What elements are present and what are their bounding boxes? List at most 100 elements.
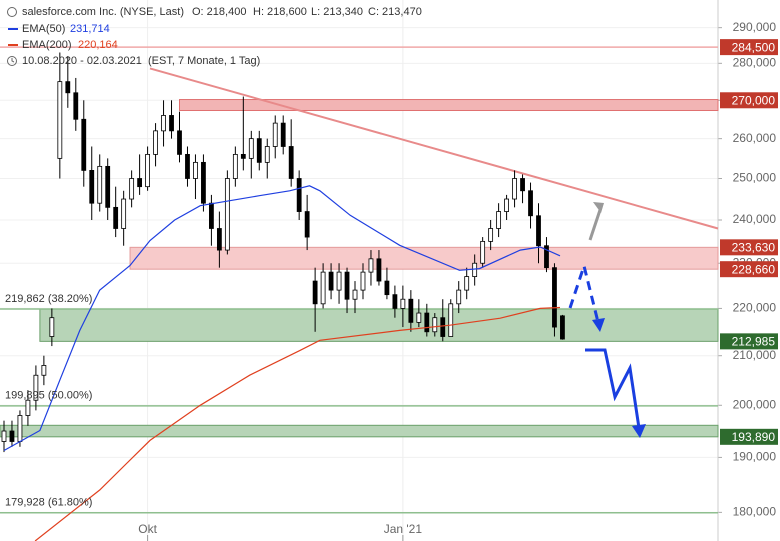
candle-body <box>209 202 214 229</box>
candle-body <box>193 161 198 179</box>
candle-body <box>512 178 517 200</box>
candle-body <box>480 240 486 264</box>
price-tag <box>720 39 778 56</box>
candle-body <box>456 289 462 305</box>
level-label: 179,928 (61.80%) <box>5 497 92 509</box>
candle-body <box>153 130 158 155</box>
candle-body <box>520 178 525 192</box>
price-tag <box>720 428 778 445</box>
candle-body <box>296 178 302 212</box>
y-tick-label: 220,000 <box>733 301 777 315</box>
candle-body <box>81 118 87 171</box>
price-tag-label: 284,500 <box>732 40 776 54</box>
ema-line <box>34 306 561 541</box>
price-tag <box>720 239 778 256</box>
candle-body <box>264 146 270 163</box>
candle-body <box>280 122 286 147</box>
candle-body <box>129 178 135 200</box>
ohlc-label: L: 213,340 <box>311 6 363 18</box>
candle-body <box>224 178 230 251</box>
candle-body <box>368 258 374 273</box>
candle-body <box>432 317 438 333</box>
overlay-layer: 219,862 (38.20%) 199,895 (50.00%) 179,928 … <box>5 39 778 509</box>
y-tick-label: 240,000 <box>733 212 777 226</box>
data-layer <box>1 52 719 541</box>
candle-body <box>344 271 350 300</box>
candle-body <box>232 153 238 179</box>
candle-body <box>97 165 103 204</box>
ohlc-label: O: 218,400 <box>192 6 246 18</box>
candle-body <box>137 178 143 188</box>
candle-body <box>105 165 111 208</box>
candle-body <box>392 294 398 309</box>
legend-value: 220,164 <box>78 39 118 51</box>
period-note: (EST, 7 Monate, 1 Tag) <box>148 55 260 67</box>
candle-body <box>216 228 222 251</box>
price-tag-label: 212,985 <box>732 335 776 349</box>
zone <box>129 246 719 270</box>
candle-body <box>448 303 454 337</box>
candle-body <box>464 276 470 291</box>
candle-body <box>248 138 254 159</box>
clock-hand <box>11 58 15 63</box>
candle-body <box>376 258 382 282</box>
candle-body <box>336 271 342 291</box>
candle-body <box>424 312 430 333</box>
candle-body <box>25 399 31 416</box>
candle-body <box>360 271 366 291</box>
ohlc-label: H: 218,600 <box>253 6 307 18</box>
candle-body <box>121 198 127 229</box>
clock-icon <box>7 56 17 66</box>
candle-body <box>472 262 478 277</box>
candle-body <box>9 430 15 442</box>
price-tag-label: 193,890 <box>732 430 776 444</box>
candle-body <box>552 267 557 328</box>
candle-body <box>272 122 278 147</box>
candle-body <box>416 312 422 323</box>
candle-body <box>240 153 246 159</box>
arrow-head <box>632 424 646 438</box>
candle-body <box>528 190 533 217</box>
candle-body <box>113 206 119 229</box>
arrow-head <box>592 318 605 332</box>
zone <box>39 308 719 342</box>
candle-body <box>560 315 565 340</box>
candle-body <box>49 317 55 337</box>
candle-body <box>177 130 182 155</box>
ema-line <box>3 185 561 452</box>
zone <box>0 424 719 438</box>
candle-body <box>408 298 414 323</box>
candle-body <box>304 211 310 238</box>
candle-body <box>17 415 23 442</box>
level-label: 199,895 (50.00%) <box>5 390 92 402</box>
candle-body <box>536 215 541 247</box>
candle-body <box>328 271 334 291</box>
candle-body <box>89 170 95 204</box>
y-tick-label: 190,000 <box>733 450 777 464</box>
x-tick-label: Okt <box>138 522 157 536</box>
trend-line <box>149 67 719 230</box>
y-tick-label: 180,000 <box>733 505 777 519</box>
legend-label: EMA(50) <box>22 23 65 35</box>
candle-body <box>185 153 190 179</box>
candle-body <box>488 228 494 242</box>
price-tag <box>720 92 778 109</box>
candle-body <box>201 161 206 204</box>
legend-label: EMA(200) <box>22 39 72 51</box>
candle-body <box>496 211 502 229</box>
candle-body <box>57 81 63 159</box>
price-tag-label: 233,630 <box>732 241 776 255</box>
legend-icon <box>7 7 17 17</box>
arrow-solid <box>585 348 641 429</box>
y-tick-label: 280,000 <box>733 55 777 69</box>
candle-body <box>312 280 318 305</box>
y-tick-label: 250,000 <box>733 171 777 185</box>
candle-body <box>256 138 262 163</box>
candle-body <box>320 271 326 305</box>
y-tick-label: 290,000 <box>733 20 777 34</box>
candle-body <box>400 298 406 309</box>
ohlc-label: C: 213,470 <box>368 6 422 18</box>
candle-body <box>145 153 150 188</box>
